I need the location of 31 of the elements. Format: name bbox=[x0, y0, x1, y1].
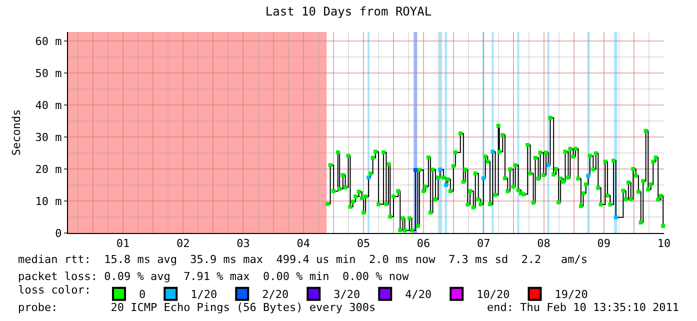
y-tick-label: 40 m bbox=[35, 98, 62, 112]
y-tick-label: 60 m bbox=[35, 34, 62, 48]
x-tick-label: 08 bbox=[537, 237, 550, 250]
y-tick-label: 0 bbox=[55, 226, 62, 240]
y-axis-title: Seconds bbox=[10, 109, 23, 156]
legend-label: 0 bbox=[139, 288, 146, 302]
x-tick-label: 03 bbox=[236, 237, 250, 250]
x-tick-label: 07 bbox=[477, 237, 490, 250]
x-tick-label: 04 bbox=[296, 237, 310, 250]
legend-label: 1/20 bbox=[190, 288, 218, 302]
legend-label: 10/20 bbox=[476, 288, 510, 302]
legend-label: 4/20 bbox=[405, 288, 432, 302]
x-tick-label: 10 bbox=[657, 237, 671, 250]
x-tick-label: 05 bbox=[356, 237, 370, 250]
x-tick-label: 06 bbox=[416, 237, 430, 250]
legend-label: 3/20 bbox=[334, 288, 360, 302]
y-tick-label: 10 m bbox=[35, 194, 62, 208]
legend-label: 19/20 bbox=[554, 288, 588, 302]
text: median rtt: 15.8 ms avg 35.9 ms max 499.4 us min 2.0 ms now 7.3 ms sd 2.2 am/s bbox=[18, 253, 588, 266]
y-tick-label: 20 m bbox=[35, 162, 62, 176]
text: packet loss: 0.09 % avg 7.91 % max 0.00 % min 0.00 % now bbox=[18, 270, 410, 283]
x-tick-label: 09 bbox=[597, 237, 611, 250]
chart-title: Last 10 Days from ROYAL bbox=[265, 4, 432, 18]
x-tick-label: 02 bbox=[176, 237, 190, 250]
legend-title: loss color: bbox=[18, 284, 92, 297]
y-tick-label: 30 m bbox=[35, 130, 62, 144]
y-tick-label: 50 m bbox=[35, 66, 62, 80]
text: probe: 20 ICMP Echo Pings (56 Bytes) every 300s bbox=[18, 301, 376, 314]
x-tick-label: 01 bbox=[116, 237, 130, 250]
legend-label: 2/20 bbox=[262, 288, 289, 302]
text: end: Thu Feb 10 13:35:10 2011 bbox=[487, 301, 680, 314]
